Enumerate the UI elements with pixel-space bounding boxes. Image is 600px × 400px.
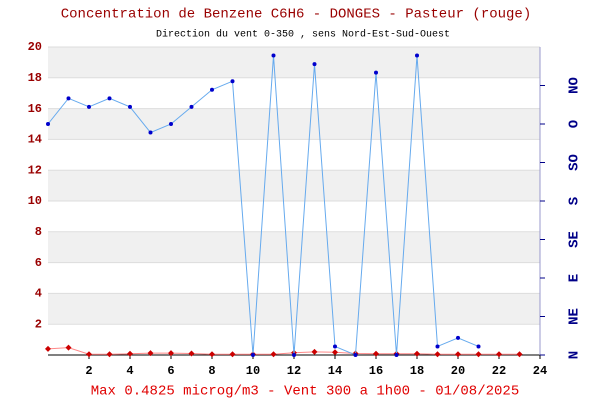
y-tick-label: 10 [28,194,42,208]
y2-tick-label: SO [567,154,583,171]
y-tick-label: 6 [35,256,42,270]
y-tick-label: 16 [28,102,42,116]
data-point [435,344,440,349]
data-point [394,353,399,357]
data-point [87,104,91,109]
data-point [455,351,461,358]
data-point [292,353,296,357]
footer: Max 0.4825 microg/m3 - Vent 300 a 1h00 -… [91,384,519,400]
x-tick-label: 22 [492,364,506,378]
data-point [456,335,460,340]
data-point [475,351,482,358]
y-tick-label: 2 [35,317,42,331]
data-point [374,70,378,75]
data-point [353,353,358,357]
y2-tick-label: SE [567,231,583,248]
data-point [209,351,215,358]
grid-band [48,47,540,78]
data-point [434,351,441,358]
series-line [47,347,520,355]
grid-band [48,108,540,140]
data-point [147,350,154,357]
data-point [66,96,71,101]
data-point [148,130,153,135]
data-point [65,344,72,351]
y-tick-label: 20 [28,40,42,54]
data-point [188,350,195,357]
data-point [168,350,174,357]
data-point [127,350,133,357]
data-point [86,351,92,358]
y-tick-label: 14 [28,133,42,147]
y2-tick-label: NE [567,308,583,325]
y-tick-label: 4 [35,287,42,301]
y-tick-label: 12 [28,163,42,177]
x-tick-label: 18 [410,364,424,378]
data-point [415,53,419,58]
y-tick-label: 18 [28,71,42,85]
data-point [230,79,235,84]
data-point [46,122,50,126]
grid-band [48,231,540,263]
series-line [47,55,479,356]
data-point [496,351,502,358]
data-point [106,351,113,358]
x-tick-label: 6 [167,364,174,378]
x-tick-label: 10 [246,364,260,378]
grid-band [48,170,540,201]
y2-tick-label: S [567,197,583,205]
data-point [476,344,481,349]
x-tick-label: 24 [533,364,547,378]
data-point [373,350,379,357]
data-point [189,104,194,109]
y2-tick-label: O [567,120,583,128]
data-point [128,104,132,109]
data-point [332,349,338,356]
data-point [312,62,317,67]
x-tick-label: 4 [126,364,133,378]
y-tick-label: 8 [35,225,42,239]
data-point [333,344,337,349]
data-point [251,353,255,357]
y2-tick-label: E [567,274,583,282]
x-tick-label: 12 [287,364,301,378]
data-point [414,350,420,357]
data-point [516,351,523,358]
data-point [169,122,173,126]
grid-band [48,293,540,325]
x-tick-label: 16 [369,364,383,378]
x-tick-label: 20 [451,364,465,378]
chart-subtitle: Direction du vent 0-350 , sens Nord-Est-… [156,29,450,41]
data-point [271,53,276,58]
x-tick-label: 14 [328,364,342,378]
data-point [270,351,277,358]
data-point [210,87,214,92]
data-point [45,345,51,352]
data-point [229,351,236,358]
y2-tick-label: NO [567,77,583,94]
chart-title: Concentration de Benzene C6H6 - DONGES -… [61,7,531,23]
data-point [311,348,318,355]
y2-tick-label: N [567,351,583,359]
x-tick-label: 8 [208,364,215,378]
data-point [107,96,112,101]
x-tick-label: 2 [85,364,92,378]
